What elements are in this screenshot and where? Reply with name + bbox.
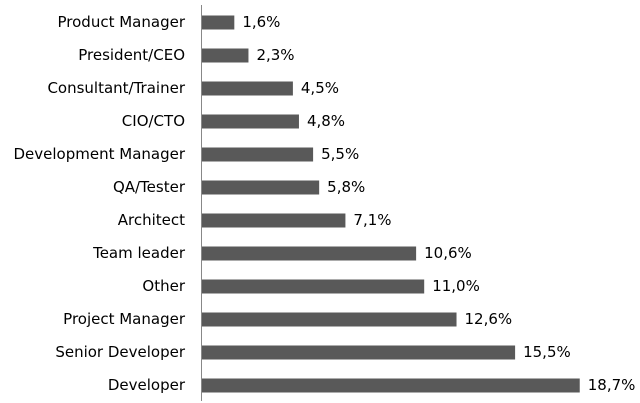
value-label: 4,8% [307, 112, 345, 130]
value-label: 18,7% [588, 376, 636, 394]
category-label: Architect [118, 211, 185, 229]
category-label: Development Manager [14, 145, 186, 163]
category-label: Consultant/Trainer [47, 79, 185, 97]
value-label: 7,1% [353, 211, 391, 229]
bar [202, 279, 425, 294]
category-label: QA/Tester [113, 178, 186, 196]
bar [202, 312, 457, 327]
category-label: President/CEO [78, 46, 185, 64]
category-label: Other [142, 277, 185, 295]
category-label: Senior Developer [55, 343, 186, 361]
value-label: 5,5% [321, 145, 359, 163]
bar [202, 246, 417, 261]
value-label: 2,3% [256, 46, 294, 64]
value-label: 4,5% [301, 79, 339, 97]
value-label: 10,6% [424, 244, 472, 262]
category-label: CIO/CTO [122, 112, 185, 130]
bar [202, 48, 249, 63]
category-label: Product Manager [58, 13, 186, 31]
bar [202, 114, 299, 129]
value-label: 1,6% [242, 13, 280, 31]
bar [202, 81, 293, 96]
bar [202, 147, 314, 162]
category-label: Team leader [92, 244, 186, 262]
bar [202, 15, 235, 30]
category-label: Developer [108, 376, 186, 394]
bar [202, 345, 516, 360]
bar [202, 180, 320, 195]
value-label: 12,6% [465, 310, 513, 328]
bar [202, 213, 346, 228]
category-label: Project Manager [63, 310, 186, 328]
value-label: 15,5% [523, 343, 571, 361]
value-label: 5,8% [327, 178, 365, 196]
value-label: 11,0% [432, 277, 480, 295]
bar [202, 378, 580, 393]
